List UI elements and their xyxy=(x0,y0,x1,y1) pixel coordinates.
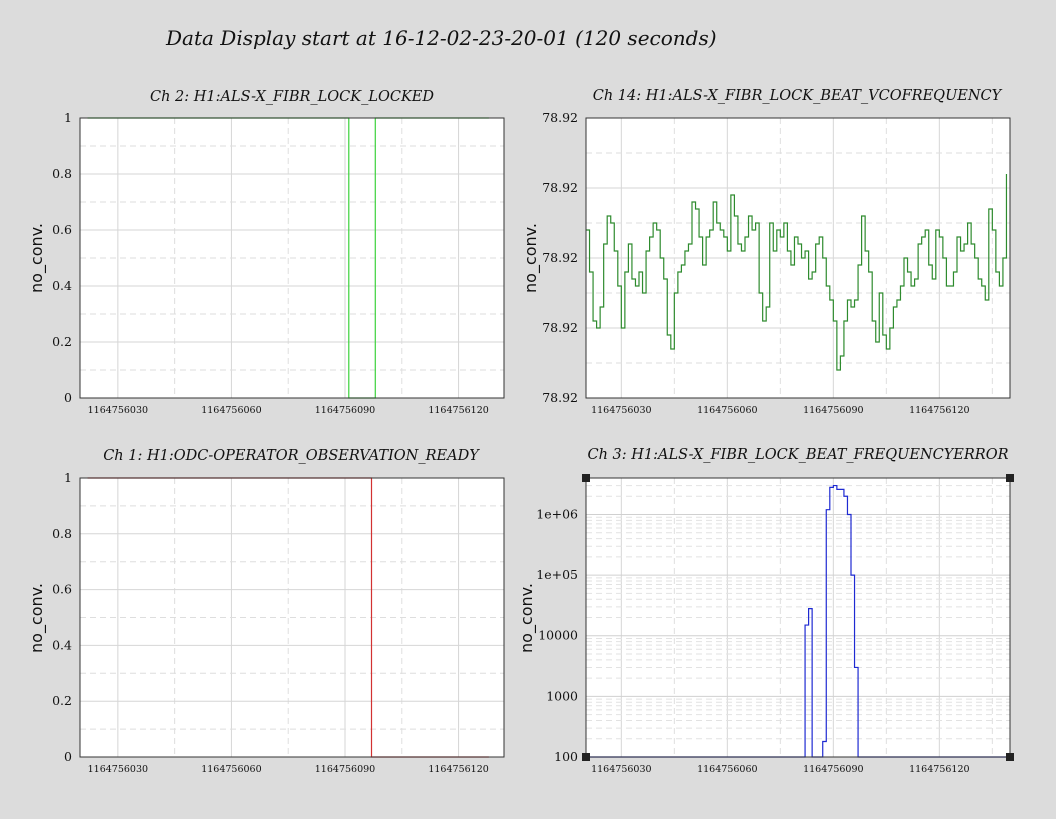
x-tick-label: 1164756030 xyxy=(591,405,651,416)
page-title: Data Display start at 16-12-02-23-20-01 … xyxy=(166,26,717,50)
y-tick-label: 0.4 xyxy=(52,637,72,652)
y-tick-label: 0.8 xyxy=(52,166,72,181)
x-tick-label: 1164756030 xyxy=(591,764,651,775)
panel-title-ch3: Ch 3: H1:ALS-X_FIBR_LOCK_BEAT_FREQUENCYE… xyxy=(587,447,1009,463)
x-tick-label: 1164756060 xyxy=(201,405,261,416)
y-axis-label: no_conv. xyxy=(27,583,47,653)
x-tick-label: 1164756030 xyxy=(88,764,148,775)
plot-frame xyxy=(585,117,1011,399)
chart-ch3: 1164756030 1164756060 1164756090 1164756120… xyxy=(517,474,1014,775)
y-tick-label: 78.92 xyxy=(542,180,578,195)
resize-handle[interactable] xyxy=(582,474,590,482)
panel-title-ch1: Ch 1: H1:ODC-OPERATOR_OBSERVATION_READY xyxy=(103,448,479,464)
x-tick-label: 1164756030 xyxy=(88,405,148,416)
y-axis-label: no_conv. xyxy=(517,583,537,653)
y-tick-label: 1000 xyxy=(546,688,578,703)
resize-handle[interactable] xyxy=(1006,474,1014,482)
y-axis-label: no_conv. xyxy=(521,223,541,293)
x-tick-label: 1164756120 xyxy=(909,405,969,416)
y-tick-label: 78.92 xyxy=(542,390,578,405)
y-tick-label: 0 xyxy=(64,749,72,764)
y-tick-label: 0.6 xyxy=(52,582,72,597)
x-tick-label: 1164756120 xyxy=(428,764,488,775)
y-tick-label: 0.4 xyxy=(52,278,72,293)
y-tick-label: 0.2 xyxy=(52,693,72,708)
y-tick-label: 0.8 xyxy=(52,526,72,541)
x-tick-label: 1164756090 xyxy=(803,405,863,416)
chart-ch14: 1164756030 1164756060 1164756090 1164756120… xyxy=(521,110,1011,416)
y-tick-label: 100 xyxy=(554,749,578,764)
y-tick-label: 78.92 xyxy=(542,110,578,125)
x-tick-label: 1164756120 xyxy=(909,764,969,775)
x-tick-label: 1164756060 xyxy=(201,764,261,775)
y-axis-label: no_conv. xyxy=(27,223,47,293)
chart-ch1: 1164756030 1164756060 1164756090 1164756120… xyxy=(27,470,505,775)
x-tick-label: 1164756090 xyxy=(803,764,863,775)
plot-frame xyxy=(79,117,505,399)
plot-frame xyxy=(79,477,505,758)
y-tick-label: 0.2 xyxy=(52,334,72,349)
series-line xyxy=(586,484,1010,758)
resize-handle[interactable] xyxy=(582,753,590,761)
y-tick-label: 0 xyxy=(64,390,72,405)
resize-handle[interactable] xyxy=(1006,753,1014,761)
x-tick-label: 1164756090 xyxy=(315,764,375,775)
panel-title-ch14: Ch 14: H1:ALS-X_FIBR_LOCK_BEAT_VCOFREQUE… xyxy=(592,88,1002,104)
plot-frame xyxy=(585,477,1011,758)
chart-ch2: 1164756030 1164756060 1164756090 1164756120… xyxy=(27,110,505,416)
x-tick-label: 1164756120 xyxy=(428,405,488,416)
panel-title-ch2: Ch 2: H1:ALS-X_FIBR_LOCK_LOCKED xyxy=(150,89,434,105)
y-tick-label: 1e+05 xyxy=(536,567,578,582)
x-tick-label: 1164756060 xyxy=(697,764,757,775)
y-tick-label: 1 xyxy=(64,470,72,485)
y-tick-label: 1e+06 xyxy=(536,506,578,521)
series-line xyxy=(586,174,1008,371)
y-tick-label: 78.92 xyxy=(542,250,578,265)
y-tick-label: 1 xyxy=(64,110,72,125)
y-tick-label: 78.92 xyxy=(542,320,578,335)
y-tick-label: 10000 xyxy=(538,628,578,643)
y-tick-label: 0.6 xyxy=(52,222,72,237)
x-tick-label: 1164756090 xyxy=(315,405,375,416)
x-tick-label: 1164756060 xyxy=(697,405,757,416)
